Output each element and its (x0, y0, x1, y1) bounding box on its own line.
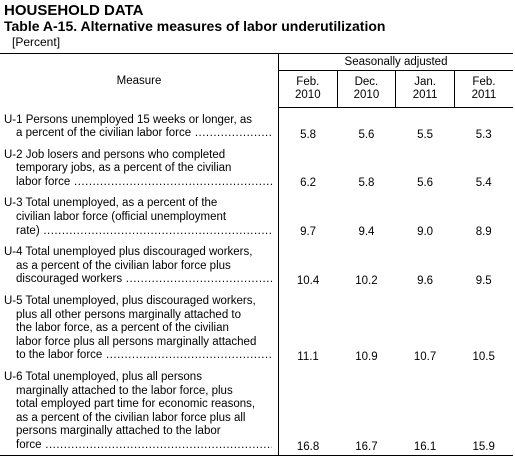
column-header: Feb. 2011 (453, 70, 513, 108)
value-cell: 9.0 (417, 226, 434, 239)
table-row: U-1 Persons unemployed 15 weeks or longe… (0, 107, 513, 143)
measure-line: a percent of the civilian labor force (4, 127, 272, 141)
unit-note: [Percent] (12, 35, 61, 49)
value-cell: 9.6 (417, 275, 434, 288)
column-header-line: Feb. (472, 76, 496, 88)
value-cell: 5.5 (417, 128, 434, 141)
value-cell: 15.9 (454, 365, 513, 456)
value-cell: 10.7 (413, 351, 437, 363)
measure-line: rate) (4, 225, 272, 239)
value-cell: 5.6 (417, 177, 434, 190)
measure-line: U-6 Total unemployed, plus all persons (4, 371, 202, 383)
measure-line: civilian labor force (official unemploym… (16, 211, 227, 224)
value-cell: 10.9 (355, 351, 378, 363)
value-cell: 9.4 (358, 226, 375, 239)
measure-line: U-3 Total unemployed, as a percent of th… (4, 197, 218, 210)
value-cell: 8.9 (475, 226, 492, 239)
value-cell: 10.4 (296, 275, 320, 288)
measure-line: plus all other persons marginally attach… (16, 308, 242, 321)
measure-cell: U-1 Persons unemployed 15 weeks or longe… (0, 107, 279, 143)
value-cell: 9.7 (300, 226, 317, 239)
column-header-line: Jan. (414, 76, 436, 88)
table-row: U-3 Total unemployed, as a percent of th… (0, 191, 513, 241)
column-header-line: 2011 (412, 89, 438, 101)
column-header-line: 2011 (471, 89, 497, 101)
measure-line: labor force (4, 176, 272, 190)
value-cell: 10.2 (355, 275, 378, 288)
value-cell: 5.8 (300, 128, 317, 141)
measure-line: U-2 Job losers and persons who completed (4, 148, 226, 161)
column-header: Feb. 2010 (278, 70, 338, 108)
measure-line: marginally attached to the labor force, … (16, 384, 233, 397)
measure-cell: U-2 Job losers and persons who completed… (0, 142, 279, 192)
table-row: U-4 Total unemployed plus discouraged wo… (0, 240, 513, 290)
measure-cell: U-3 Total unemployed, as a percent of th… (0, 191, 279, 241)
measure-line: persons marginally attached to the labor (16, 425, 221, 438)
measure-line: labor force plus all persons marginally … (16, 335, 257, 348)
measure-header: Measure (0, 53, 279, 108)
column-header-line: Feb. (296, 76, 320, 88)
measure-line: U-5 Total unemployed, plus discouraged w… (4, 295, 256, 308)
column-header-line: Dec. (354, 76, 379, 88)
measure-line: U-4 Total unemployed plus discouraged wo… (4, 246, 253, 259)
data-table: Measure Seasonally adjusted Feb. 2010 Dec.… (0, 53, 513, 456)
measure-cell: U-6 Total unemployed, plus all persons ma… (0, 365, 279, 456)
measure-line: to the labor force (4, 349, 272, 363)
value-cell: 5.3 (475, 128, 492, 141)
measure-line: discouraged workers (4, 273, 272, 287)
column-header: Dec. 2010 (336, 70, 396, 108)
measure-line: temporary jobs, as a percent of the civi… (16, 162, 232, 175)
value-cell: 16.8 (278, 365, 338, 456)
value-cell: 5.4 (475, 177, 492, 190)
value-cell: 5.8 (358, 177, 375, 190)
value-cell: 10.5 (472, 351, 495, 363)
measure-line: as a percent of the civilian labor force… (16, 411, 246, 424)
measure-line: U-1 Persons unemployed 15 weeks or longe… (4, 113, 253, 126)
table-title: Table A-15. Alternative measures of labo… (4, 18, 386, 34)
value-cell: 6.2 (300, 177, 317, 190)
group-header: Seasonally adjusted (278, 53, 513, 71)
measure-line: as a percent of the civilian labor force… (16, 259, 231, 272)
table-row: U-2 Job losers and persons who completed… (0, 142, 513, 192)
value-cell: 16.7 (337, 365, 396, 456)
measure-line: total employed part time for economic re… (16, 398, 256, 411)
measure-line: the labor force, as a percent of the civ… (16, 322, 229, 335)
measure-cell: U-5 Total unemployed, plus discouraged w… (0, 289, 279, 365)
measure-line: force (4, 439, 272, 453)
value-cell: 5.6 (358, 128, 375, 141)
column-header: Jan. 2011 (395, 70, 455, 108)
table-row: U-5 Total unemployed, plus discouraged w… (0, 289, 513, 365)
column-header-line: 2010 (295, 89, 321, 101)
table-row: U-6 Total unemployed, plus all persons ma… (0, 365, 513, 456)
value-cell: 11.1 (297, 351, 319, 363)
value-cell: 16.1 (395, 365, 455, 456)
section-title: HOUSEHOLD DATA (4, 2, 144, 19)
measure-cell: U-4 Total unemployed plus discouraged wo… (0, 240, 279, 290)
page: HOUSEHOLD DATA Table A-15. Alternative m… (0, 0, 515, 438)
value-cell: 9.5 (475, 275, 492, 288)
column-header-line: 2010 (353, 89, 380, 101)
